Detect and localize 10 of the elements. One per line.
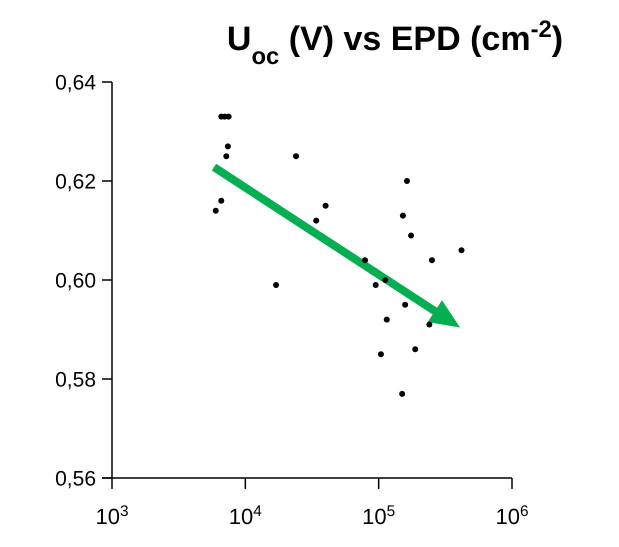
y-tick-label: 0,60 [55, 269, 96, 292]
y-tick-label: 0,56 [55, 467, 96, 490]
y-tick-label: 0,62 [55, 170, 96, 194]
y-tick-label: 0,64 [55, 71, 96, 94]
x-tick-label: 10$^{6}$ [495, 502, 529, 529]
x-tick-label: 10$^{3}$ [95, 502, 129, 529]
chart-title: U$_{oc}$ (V) vs EPD (cm$^{-2}$) [226, 16, 564, 70]
x-tick-label: 10$^{4}$ [228, 502, 262, 529]
y-tick-label: 0,58 [55, 368, 96, 392]
x-tick-label: 10$^{5}$ [362, 502, 396, 529]
